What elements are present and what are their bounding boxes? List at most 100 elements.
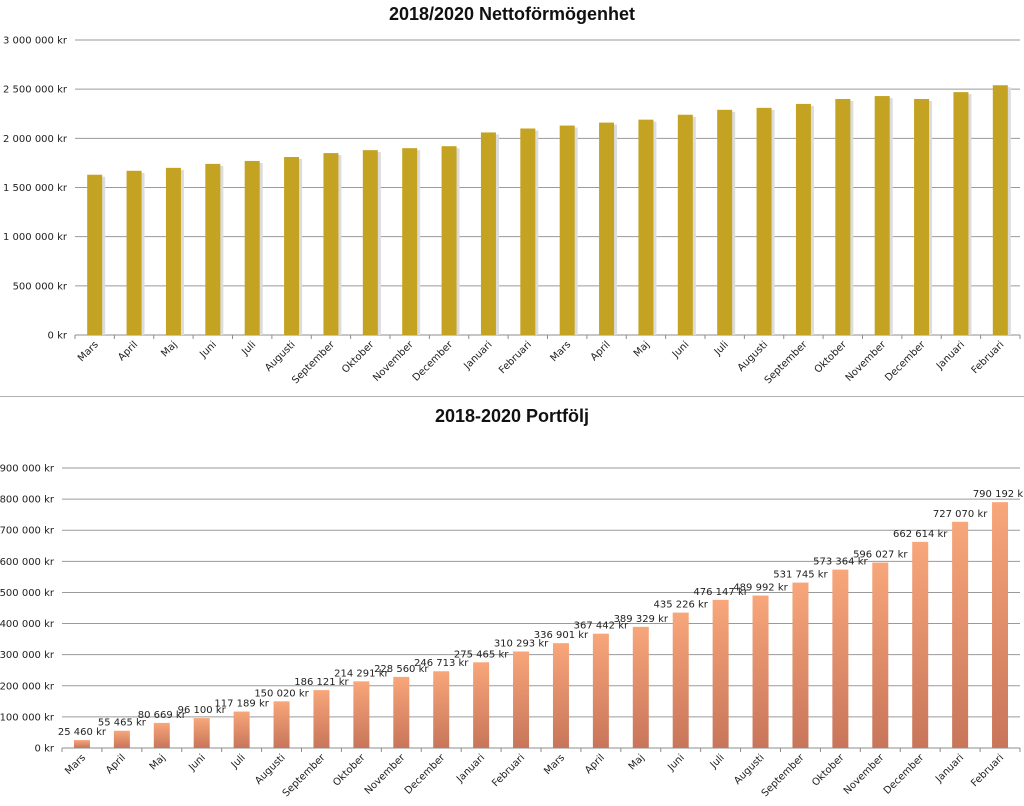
data-label: 214 291 kr <box>334 668 389 679</box>
data-label: 150 020 kr <box>254 688 309 699</box>
data-label: 80 669 kr <box>138 710 187 721</box>
bar <box>126 170 142 335</box>
x-tick-label: November <box>842 752 887 797</box>
y-tick-label: 600 000 kr <box>0 557 55 568</box>
x-tick-label: November <box>371 339 416 384</box>
bar <box>677 114 693 335</box>
x-tick-label: Januari <box>461 339 494 372</box>
bar <box>874 96 890 335</box>
bar <box>353 681 370 748</box>
data-label: 25 460 kr <box>58 727 107 738</box>
y-tick-label: 2 000 000 kr <box>3 134 68 145</box>
bar <box>792 582 809 748</box>
x-tick-label: Juni <box>670 339 692 361</box>
bar <box>756 107 772 335</box>
data-label: 790 192 kr <box>973 489 1024 500</box>
bar <box>153 722 170 748</box>
networth-chart-svg: 0 kr 500 000 kr 1 000 000 kr 1 500 000 kr 2 … <box>3 36 1021 386</box>
x-tick-label: September <box>281 752 328 799</box>
y-tick-label: 0 kr <box>48 331 68 342</box>
x-tick-label: April <box>116 339 140 363</box>
bar <box>872 562 889 748</box>
x-tick-label: Maj <box>148 752 168 772</box>
y-tick-label: 500 000 kr <box>13 281 68 292</box>
bar <box>953 92 969 335</box>
bar <box>73 740 90 748</box>
bar <box>480 132 496 335</box>
bar <box>165 167 181 335</box>
y-tick-label: 0 kr <box>35 744 55 755</box>
portfolio-chart-title: 2018-2020 Portfölj <box>434 406 590 426</box>
bar <box>638 119 654 336</box>
bar <box>914 99 930 335</box>
y-tick-label: 100 000 kr <box>0 712 55 723</box>
bar <box>284 157 300 335</box>
y-tick-label: 800 000 kr <box>0 495 55 506</box>
y-tick-label: 300 000 kr <box>0 650 55 661</box>
data-label: 96 100 kr <box>178 705 227 716</box>
data-label: 573 364 kr <box>813 557 868 568</box>
x-tick-label: Februari <box>970 339 1007 376</box>
data-label: 336 901 kr <box>534 630 589 641</box>
y-tick-label: 200 000 kr <box>0 681 55 692</box>
bar <box>441 146 457 335</box>
data-label: 117 189 kr <box>214 699 269 710</box>
bar <box>193 718 210 748</box>
y-tick-label: 900 000 kr <box>0 464 55 475</box>
x-tick-label: December <box>882 752 927 797</box>
x-tick-label: November <box>363 752 408 797</box>
data-label: 662 614 kr <box>893 529 948 540</box>
x-tick-label: Maj <box>159 339 179 359</box>
bar <box>632 626 649 748</box>
bar <box>832 569 849 748</box>
bar <box>559 125 575 335</box>
bar <box>992 85 1008 335</box>
data-label: 389 329 kr <box>614 614 669 625</box>
x-tick-label: Januari <box>454 752 487 785</box>
networth-chart-title: 2018/2020 Nettoförmögenhet <box>388 4 636 24</box>
bar <box>513 651 530 748</box>
x-tick-label: Juni <box>665 752 687 774</box>
x-tick-label: Augusti <box>736 339 770 373</box>
bar <box>244 160 260 335</box>
x-tick-label: Juli <box>708 752 727 771</box>
networth-chart: 0 kr 500 000 kr 1 000 000 kr 1 500 000 kr 2 … <box>0 0 1024 395</box>
y-tick-label: 1 500 000 kr <box>3 183 68 194</box>
x-tick-label: April <box>589 339 613 363</box>
x-tick-label: Mars <box>76 339 101 364</box>
bar <box>313 690 330 748</box>
x-tick-label: Februari <box>497 339 534 376</box>
x-tick-label: December <box>403 752 448 797</box>
bar <box>273 701 290 748</box>
x-tick-label: December <box>883 339 928 384</box>
x-tick-label: September <box>760 752 807 799</box>
bar <box>912 541 929 748</box>
bar <box>795 103 811 336</box>
y-tick-label: 700 000 kr <box>0 526 55 537</box>
data-label: 489 992 kr <box>733 583 788 594</box>
bar <box>520 128 536 335</box>
bar <box>233 711 250 748</box>
x-tick-label: November <box>844 339 889 384</box>
bar <box>752 595 769 748</box>
x-tick-label: Mars <box>63 752 88 777</box>
x-tick-label: Juni <box>197 339 219 361</box>
x-tick-label: April <box>104 752 128 776</box>
bar <box>712 599 729 748</box>
x-tick-label: Mars <box>542 752 567 777</box>
x-tick-label: Februari <box>969 752 1006 789</box>
bar <box>552 643 569 748</box>
x-tick-label: September <box>290 339 337 386</box>
bar <box>599 122 615 335</box>
bar <box>473 662 490 748</box>
data-label: 186 121 kr <box>294 677 349 688</box>
y-tick-label: 400 000 kr <box>0 619 55 630</box>
x-tick-label: Augusti <box>263 339 297 373</box>
data-label: 246 713 kr <box>414 658 469 669</box>
x-tick-label: Oktober <box>331 752 368 789</box>
portfolio-chart-svg: 0 kr 100 000 kr 200 000 kr 300 000 kr 400 00… <box>0 464 1024 800</box>
x-tick-label: Mars <box>549 339 574 364</box>
y-tick-label: 1 000 000 kr <box>3 232 68 243</box>
data-label: 310 293 kr <box>494 638 549 649</box>
x-tick-label: Juni <box>186 752 208 774</box>
